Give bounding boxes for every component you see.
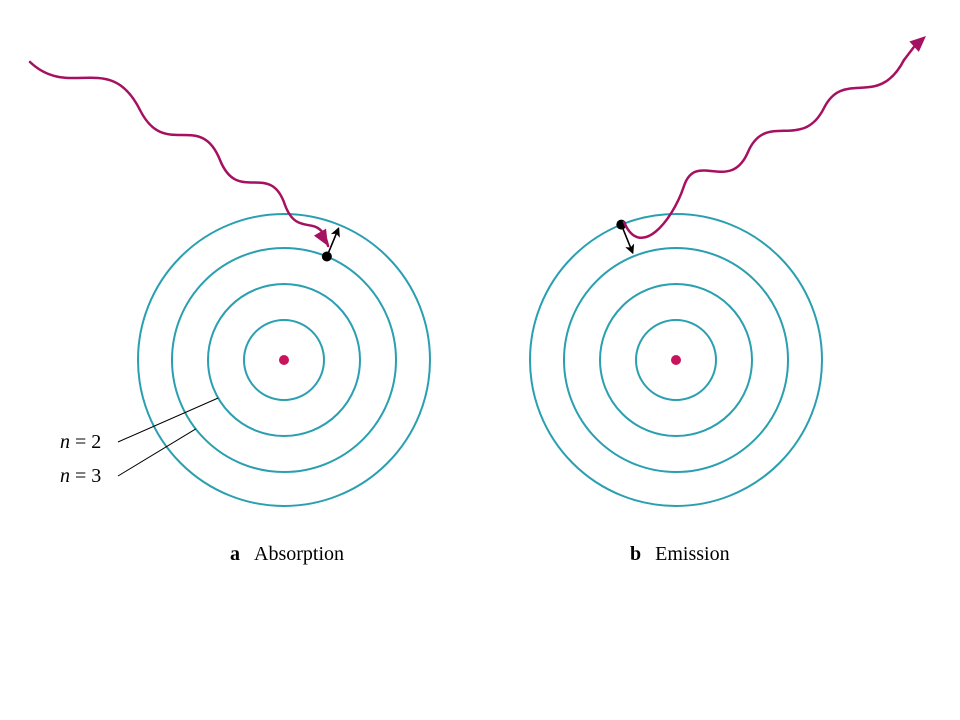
label-n2: n = 2 (60, 431, 101, 453)
photon-incoming (30, 62, 328, 246)
panel-b: b Emission (530, 36, 926, 565)
nucleus (279, 355, 289, 365)
electron (322, 252, 332, 262)
label-n-value: = 3 (70, 465, 101, 487)
caption-letter: a (230, 543, 240, 565)
label-n-italic: n (60, 431, 70, 453)
caption-a: a Absorption (230, 543, 344, 565)
photon-outgoing (624, 60, 904, 238)
label-n-italic: n (60, 465, 70, 487)
caption-text: Emission (655, 543, 729, 565)
diagram-canvas: aAbsorptionbEmissionn = 2n = 3 (0, 0, 960, 720)
label-n-value: = 2 (70, 431, 101, 453)
caption-text: Absorption (254, 543, 344, 565)
panel-a: a Absorption (30, 62, 430, 565)
label-n3: n = 3 (60, 465, 101, 487)
caption-letter: b (630, 543, 641, 565)
nucleus (671, 355, 681, 365)
caption-b: b Emission (630, 543, 730, 565)
leader-line-n3 (118, 429, 196, 476)
leader-line-n2 (118, 398, 218, 442)
photon-tail-extension (904, 47, 914, 60)
